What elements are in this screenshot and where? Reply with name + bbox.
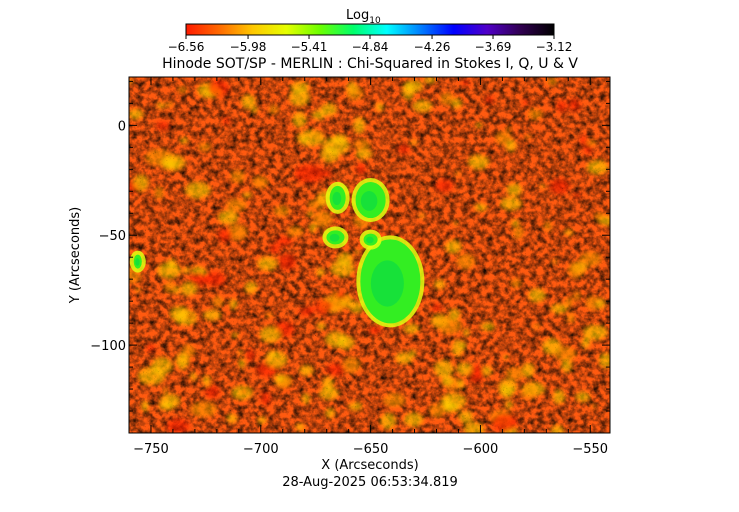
- feature-core: [370, 260, 404, 307]
- y-tick-label: −50: [99, 229, 126, 244]
- x-tick-label: −750: [133, 442, 169, 457]
- x-axis-label: X (Arcseconds): [321, 458, 418, 473]
- x-tick-label: −650: [353, 442, 389, 457]
- chart-title: Hinode SOT/SP - MERLIN : Chi-Squared in …: [162, 56, 578, 72]
- y-axis-label: Y (Arcseconds): [68, 207, 83, 304]
- heatmap-image: [129, 77, 610, 433]
- colorbar-tick-label: −3.12: [536, 40, 573, 54]
- colorbar-tick-label: −5.41: [291, 40, 328, 54]
- x-tick-label: −700: [243, 442, 279, 457]
- feature-core: [360, 191, 378, 211]
- colorbar-tick-label: −4.26: [414, 40, 451, 54]
- colorbar-title: Log10: [346, 8, 381, 26]
- y-tick-label: −100: [90, 339, 126, 354]
- y-axis-ticks: 0 −50 −100: [90, 80, 610, 412]
- plot-frame: [128, 76, 611, 434]
- feature-core: [366, 236, 374, 244]
- feature-core: [332, 191, 342, 206]
- colorbar-tick-label: −5.98: [230, 40, 267, 54]
- colorbar-tick-label: −6.56: [168, 40, 205, 54]
- colorbar: [185, 23, 555, 36]
- x-tick-label: −550: [572, 442, 608, 457]
- y-tick-label: 0: [118, 119, 126, 134]
- feature-core: [329, 233, 340, 242]
- colorbar-tick-label: −4.84: [352, 40, 389, 54]
- x-axis-ticks: −750 −700 −650 −600 −550: [128, 77, 608, 457]
- x-tick-label: −600: [463, 442, 499, 457]
- colorbar-ticks: −6.56 −5.98 −5.41 −4.84 −4.26 −3.69 −3.12: [168, 35, 573, 54]
- timestamp: 28-Aug-2025 06:53:34.819: [282, 475, 458, 490]
- feature-core: [135, 258, 140, 266]
- colorbar-tick-label: −3.69: [475, 40, 512, 54]
